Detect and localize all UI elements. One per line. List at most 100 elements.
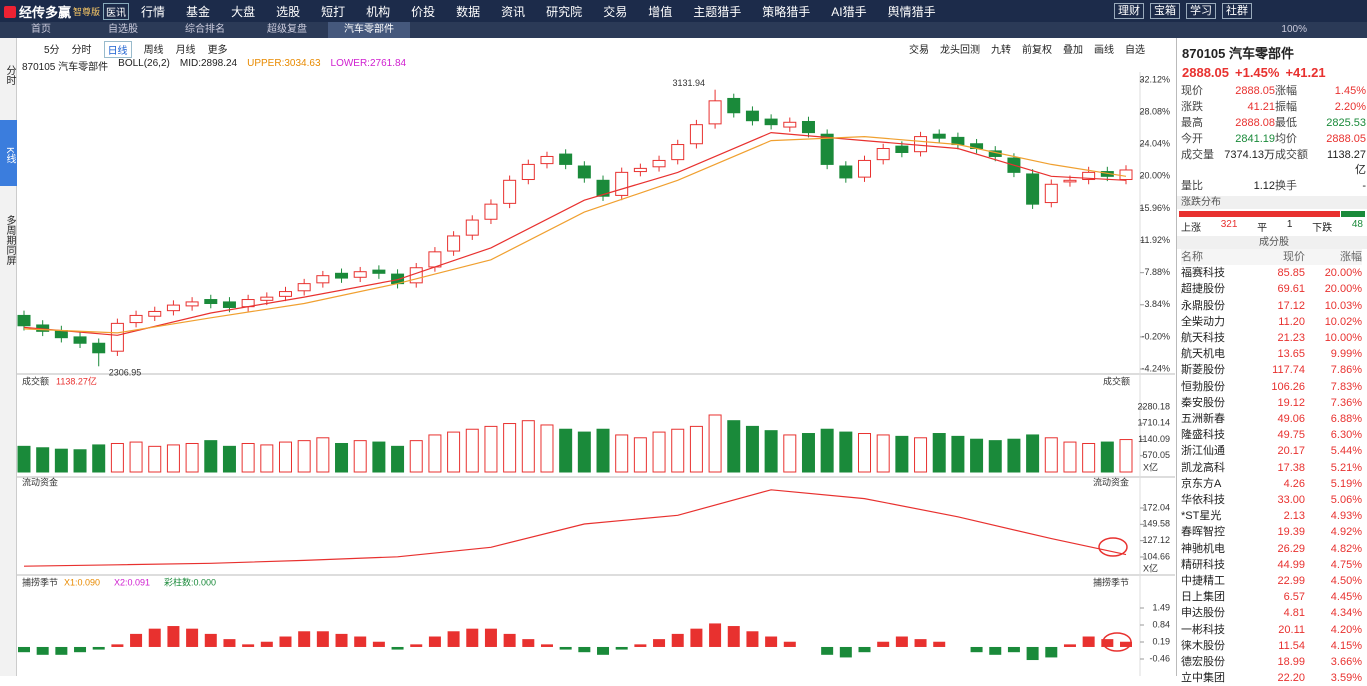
stock-name[interactable]: 春晖智控 bbox=[1181, 526, 1225, 539]
stock-pct: 20.00% bbox=[1324, 267, 1362, 280]
side-tab[interactable]: K线 bbox=[0, 120, 17, 186]
menu-button[interactable]: 社群 bbox=[1222, 3, 1252, 19]
stock-name[interactable]: 精研科技 bbox=[1181, 558, 1225, 571]
catch-bar bbox=[1007, 646, 1020, 653]
menu-item[interactable]: 机构 bbox=[366, 4, 391, 19]
candle-body bbox=[54, 330, 68, 339]
badge[interactable]: 医讯 bbox=[103, 2, 130, 20]
candle-body bbox=[148, 310, 162, 317]
stock-price: 106.26 bbox=[1271, 380, 1305, 393]
stock-name[interactable]: *ST星光 bbox=[1181, 510, 1222, 523]
menu-item[interactable]: 舆情猎手 bbox=[887, 4, 936, 19]
volume-bar bbox=[970, 438, 984, 473]
y-tick-label: 28.08% bbox=[1139, 106, 1170, 116]
indicator[interactable]: BOLL(26,2) bbox=[118, 58, 170, 69]
stock-name[interactable]: 五洲新春 bbox=[1181, 413, 1225, 426]
stock-name[interactable]: 一彬科技 bbox=[1181, 623, 1225, 636]
menu-item[interactable]: 选股 bbox=[276, 4, 301, 19]
tool-button[interactable]: 自选 bbox=[1125, 45, 1145, 56]
tab[interactable]: 首页 bbox=[31, 24, 51, 35]
period-button[interactable]: 周线 bbox=[143, 45, 164, 56]
stock-name[interactable]: 神驰机电 bbox=[1181, 542, 1225, 555]
boll-line bbox=[23, 131, 1127, 336]
menu-item[interactable]: 策略猎手 bbox=[762, 4, 811, 19]
stock-name[interactable]: 德宏股份 bbox=[1181, 656, 1225, 669]
stock-name[interactable]: 全柴动力 bbox=[1181, 315, 1225, 328]
menu-button[interactable]: 宝箱 bbox=[1150, 3, 1180, 19]
stock-name[interactable]: 徕木股份 bbox=[1181, 639, 1225, 652]
stock-name[interactable]: 日上集团 bbox=[1181, 591, 1225, 604]
stock-name[interactable]: 航天机电 bbox=[1181, 348, 1225, 361]
period-button[interactable]: 5分 bbox=[44, 45, 60, 56]
tool-button[interactable]: 九转 bbox=[991, 45, 1011, 56]
tab[interactable]: 综合排名 bbox=[185, 24, 225, 35]
stock-name[interactable]: 立中集团 bbox=[1181, 672, 1225, 685]
side-tab[interactable]: 多周期同屏 bbox=[4, 215, 15, 265]
menu-item[interactable]: 行情 bbox=[141, 4, 166, 19]
quote-value: 2825.53 bbox=[1326, 117, 1366, 129]
chart: -4.24% -0.20% 3.84% 7.88% 11.92% 15.96% 20.00%… bbox=[17, 72, 1175, 676]
stock-pct: 5.19% bbox=[1330, 477, 1362, 490]
tool-button[interactable]: 龙头回测 bbox=[940, 45, 980, 56]
tool-button[interactable]: 叠加 bbox=[1063, 45, 1083, 56]
stock-price: 17.38 bbox=[1277, 461, 1305, 474]
catch-bar bbox=[914, 639, 927, 647]
stock-name[interactable]: 超捷股份 bbox=[1181, 283, 1225, 296]
menu-item[interactable]: AI猎手 bbox=[831, 4, 867, 19]
menu-bar: 经传多赢 智尊版 医讯 行情 基金 大盘 选股 短打 机构 价投 数据 资讯 研究院 交易 增值 主题猎… bbox=[0, 0, 1367, 22]
logo[interactable]: 经传多赢 bbox=[4, 2, 71, 21]
menu-item[interactable]: 交易 bbox=[603, 4, 628, 19]
period-button[interactable]: 月线 bbox=[175, 45, 196, 56]
catch-bar bbox=[578, 646, 591, 653]
menu-item[interactable]: 数据 bbox=[456, 4, 481, 19]
catch-x1: X1:0.090 bbox=[64, 577, 100, 587]
volume-bar bbox=[876, 434, 890, 473]
menu-item[interactable]: 大盘 bbox=[231, 4, 256, 19]
menu-item[interactable]: 增值 bbox=[648, 4, 673, 19]
stock-name[interactable]: 凯龙高科 bbox=[1181, 461, 1225, 474]
volume-bar bbox=[1082, 442, 1096, 473]
candle-body bbox=[764, 118, 778, 126]
period-button[interactable]: 分时 bbox=[71, 45, 92, 56]
stock-name[interactable]: 隆盛科技 bbox=[1181, 429, 1225, 442]
candle-body bbox=[801, 120, 815, 134]
stock-pct: 3.59% bbox=[1330, 672, 1362, 685]
stock-name[interactable]: 斯菱股份 bbox=[1181, 364, 1225, 377]
upper: UPPER:3034.63 bbox=[247, 58, 321, 69]
stock-name[interactable]: 中捷精工 bbox=[1181, 575, 1225, 588]
menu-item[interactable]: 研究院 bbox=[546, 4, 583, 19]
tool-button[interactable]: 交易 bbox=[909, 45, 929, 56]
menu-item[interactable]: 短打 bbox=[321, 4, 346, 19]
tool-button[interactable]: 画线 bbox=[1094, 45, 1114, 56]
volume-bar bbox=[372, 441, 386, 473]
stock-name[interactable]: 永鼎股份 bbox=[1181, 299, 1225, 312]
menu-item[interactable]: 主题猎手 bbox=[693, 4, 742, 19]
zoom[interactable]: 100% bbox=[1281, 24, 1307, 35]
menu-item[interactable]: 价投 bbox=[411, 4, 436, 19]
period-button[interactable]: 日线 bbox=[103, 41, 132, 58]
menu-item[interactable]: 资讯 bbox=[501, 4, 526, 19]
candle-body bbox=[839, 165, 853, 179]
stock-name[interactable]: 浙江仙通 bbox=[1181, 445, 1225, 458]
tab[interactable]: 自选股 bbox=[108, 24, 138, 35]
stock-price: 11.20 bbox=[1278, 315, 1305, 328]
stock-name[interactable]: 申达股份 bbox=[1181, 607, 1225, 620]
tab[interactable]: 超级复盘 bbox=[267, 24, 307, 35]
stock-name[interactable]: 华依科技 bbox=[1181, 494, 1225, 507]
stock-name[interactable]: 福赛科技 bbox=[1181, 267, 1225, 280]
volume-bar bbox=[652, 431, 666, 473]
tool-button[interactable]: 前复权 bbox=[1022, 45, 1052, 56]
stock-name[interactable]: 恒勃股份 bbox=[1181, 380, 1225, 393]
menu-button[interactable]: 学习 bbox=[1186, 3, 1216, 19]
tab[interactable]: 汽车零部件 bbox=[328, 22, 410, 38]
stock-name[interactable]: 航天科技 bbox=[1181, 332, 1225, 345]
catch-bar bbox=[653, 639, 666, 647]
stock-name[interactable]: 京东方A bbox=[1181, 477, 1222, 490]
dist-segment bbox=[1179, 211, 1341, 217]
period-button[interactable]: 更多 bbox=[207, 45, 228, 56]
side-tab[interactable]: 分时 bbox=[4, 65, 15, 85]
catch-bar bbox=[111, 644, 124, 647]
menu-item[interactable]: 基金 bbox=[186, 4, 211, 19]
stock-name[interactable]: 秦安股份 bbox=[1181, 396, 1225, 409]
menu-button[interactable]: 理财 bbox=[1114, 3, 1144, 19]
